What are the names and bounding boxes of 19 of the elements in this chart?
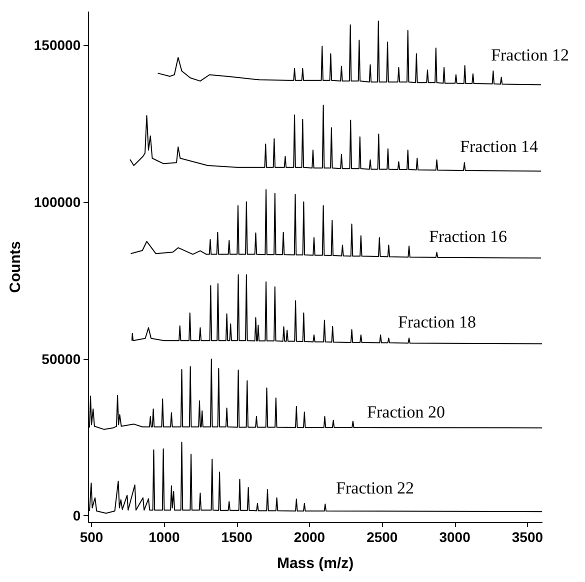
y-tick-label: 0 — [72, 508, 81, 524]
series-label: Fraction 14 — [460, 137, 538, 156]
y-axis-title: Counts — [7, 241, 24, 293]
y-tick-label: 150000 — [34, 36, 81, 53]
x-tick-label: 3000 — [439, 529, 471, 545]
x-tick-label: 500 — [80, 529, 104, 545]
series-label: Fraction 16 — [429, 226, 507, 246]
series-label: Fraction 20 — [367, 402, 445, 422]
x-tick-label: 1500 — [221, 529, 253, 545]
x-tick-label: 2500 — [366, 529, 398, 545]
x-axis-title: Mass (m/z) — [276, 555, 354, 572]
y-tick-label: 100000 — [34, 194, 81, 210]
x-tick-label: 3500 — [512, 529, 544, 545]
x-tick-label: 1000 — [148, 529, 180, 545]
series-label: Fraction 22 — [336, 478, 414, 498]
series-label: Fraction 12 — [491, 46, 569, 65]
y-tick-label: 50000 — [42, 350, 81, 367]
x-tick-label: 2000 — [294, 529, 326, 545]
series-label: Fraction 18 — [398, 312, 476, 332]
